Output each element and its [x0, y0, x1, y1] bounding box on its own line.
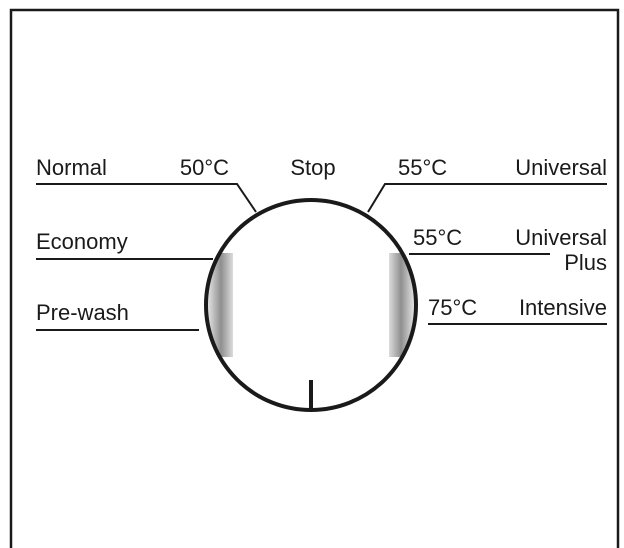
label-universal-temp: 55°C [398, 155, 447, 180]
label-universal-plus-name2: Plus [564, 250, 607, 275]
leader-universal [367, 183, 607, 213]
panel-frame [9, 8, 620, 548]
program-prewash: Pre-wash [36, 300, 199, 331]
dial-body[interactable] [206, 200, 416, 410]
program-normal: Normal 50°C [36, 155, 257, 213]
dial-right-grip [389, 253, 416, 357]
label-normal-temp: 50°C [180, 155, 229, 180]
program-universal-plus: 55°C Universal Plus [409, 225, 607, 275]
label-prewash: Pre-wash [36, 300, 129, 325]
program-intensive: 75°C Intensive [428, 295, 607, 325]
label-stop: Stop [290, 155, 335, 180]
program-dial[interactable] [204, 198, 418, 412]
label-universal-plus-name: Universal [515, 225, 607, 250]
label-normal: Normal [36, 155, 107, 180]
label-universal: Universal [515, 155, 607, 180]
label-intensive: Intensive [519, 295, 607, 320]
program-economy: Economy [36, 229, 213, 260]
dial-left-grip [206, 253, 233, 357]
label-economy: Economy [36, 229, 128, 254]
label-universal-plus-temp: 55°C [413, 225, 462, 250]
program-universal: 55°C Universal [367, 155, 607, 213]
leader-normal [36, 183, 257, 213]
label-intensive-temp: 75°C [428, 295, 477, 320]
